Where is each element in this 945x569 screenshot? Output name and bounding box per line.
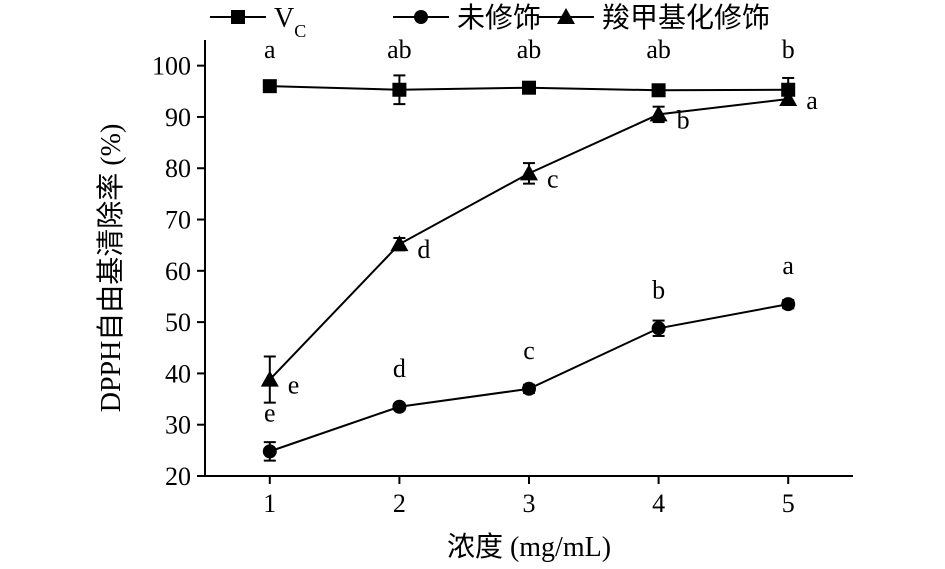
significance-label: e <box>264 398 276 427</box>
x-tick-label: 2 <box>393 489 406 518</box>
triangle-marker <box>649 105 668 122</box>
x-tick-label: 4 <box>652 489 665 518</box>
circle-marker <box>262 444 277 459</box>
legend-item: 羧甲基化修饰 <box>538 2 770 34</box>
triangle-marker <box>260 370 279 387</box>
y-tick-label: 70 <box>165 206 191 235</box>
legend-label-subscript: C <box>294 21 306 41</box>
square-marker <box>392 82 407 97</box>
x-axis-title: 浓度 (mg/mL) <box>447 531 611 563</box>
significance-label: a <box>264 35 276 64</box>
x-ticks: 1 2 3 4 5 <box>263 476 795 518</box>
significance-label: d <box>417 235 430 264</box>
square-marker <box>231 10 245 24</box>
circle-marker <box>414 10 428 24</box>
significance-label: e <box>288 371 300 400</box>
triangle-marker <box>520 164 538 181</box>
series-3: e d c b a <box>260 86 818 404</box>
legend-item: 未修饰 <box>393 2 541 34</box>
square-marker <box>522 80 536 95</box>
triangle-marker <box>557 8 575 24</box>
significance-label: ab <box>646 35 671 64</box>
triangle-marker <box>390 235 409 252</box>
y-ticks: 20 30 40 50 60 70 80 90 100 <box>152 52 205 491</box>
legend: VC 未修饰 羧甲基化修饰 <box>210 2 770 41</box>
triangle-marker <box>779 89 798 106</box>
series-1: a ab ab ab b <box>262 35 796 106</box>
y-tick-label: 20 <box>165 462 191 491</box>
series-line <box>269 303 789 453</box>
x-tick-label: 5 <box>782 489 795 518</box>
y-tick-label: 100 <box>152 52 191 81</box>
circle-marker <box>781 297 796 312</box>
legend-label: VC <box>274 3 306 41</box>
legend-label: 未修饰 <box>457 2 541 34</box>
legend-label: 羧甲基化修饰 <box>602 2 770 34</box>
y-tick-label: 90 <box>165 103 191 132</box>
y-tick-label: 40 <box>165 359 191 388</box>
significance-label: b <box>652 275 665 304</box>
circle-marker <box>392 399 407 414</box>
square-marker <box>262 79 277 94</box>
circle-marker <box>651 321 666 336</box>
x-tick-label: 3 <box>523 489 536 518</box>
series-2: e d c b a <box>262 251 796 462</box>
y-axis-title: DPPH自由基清除率 (%) <box>95 124 127 413</box>
significance-label: c <box>547 164 559 193</box>
significance-label: a <box>806 86 818 115</box>
significance-label: c <box>523 336 535 365</box>
significance-label: b <box>677 105 690 134</box>
y-tick-label: 30 <box>165 411 191 440</box>
x-tick-label: 1 <box>263 489 276 518</box>
significance-label: d <box>393 354 406 383</box>
significance-label: ab <box>517 35 542 64</box>
circle-marker <box>522 381 536 396</box>
legend-item: VC <box>210 3 306 41</box>
y-tick-label: 50 <box>165 308 191 337</box>
significance-label: b <box>782 35 795 64</box>
significance-label: ab <box>387 35 412 64</box>
significance-label: a <box>782 251 794 280</box>
y-tick-label: 80 <box>165 154 191 183</box>
y-tick-label: 60 <box>165 257 191 286</box>
axes: 1 2 3 4 5 20 30 40 50 60 70 80 90 100 浓度 (mg/mL) DPP… <box>95 40 853 563</box>
square-marker <box>651 83 666 98</box>
